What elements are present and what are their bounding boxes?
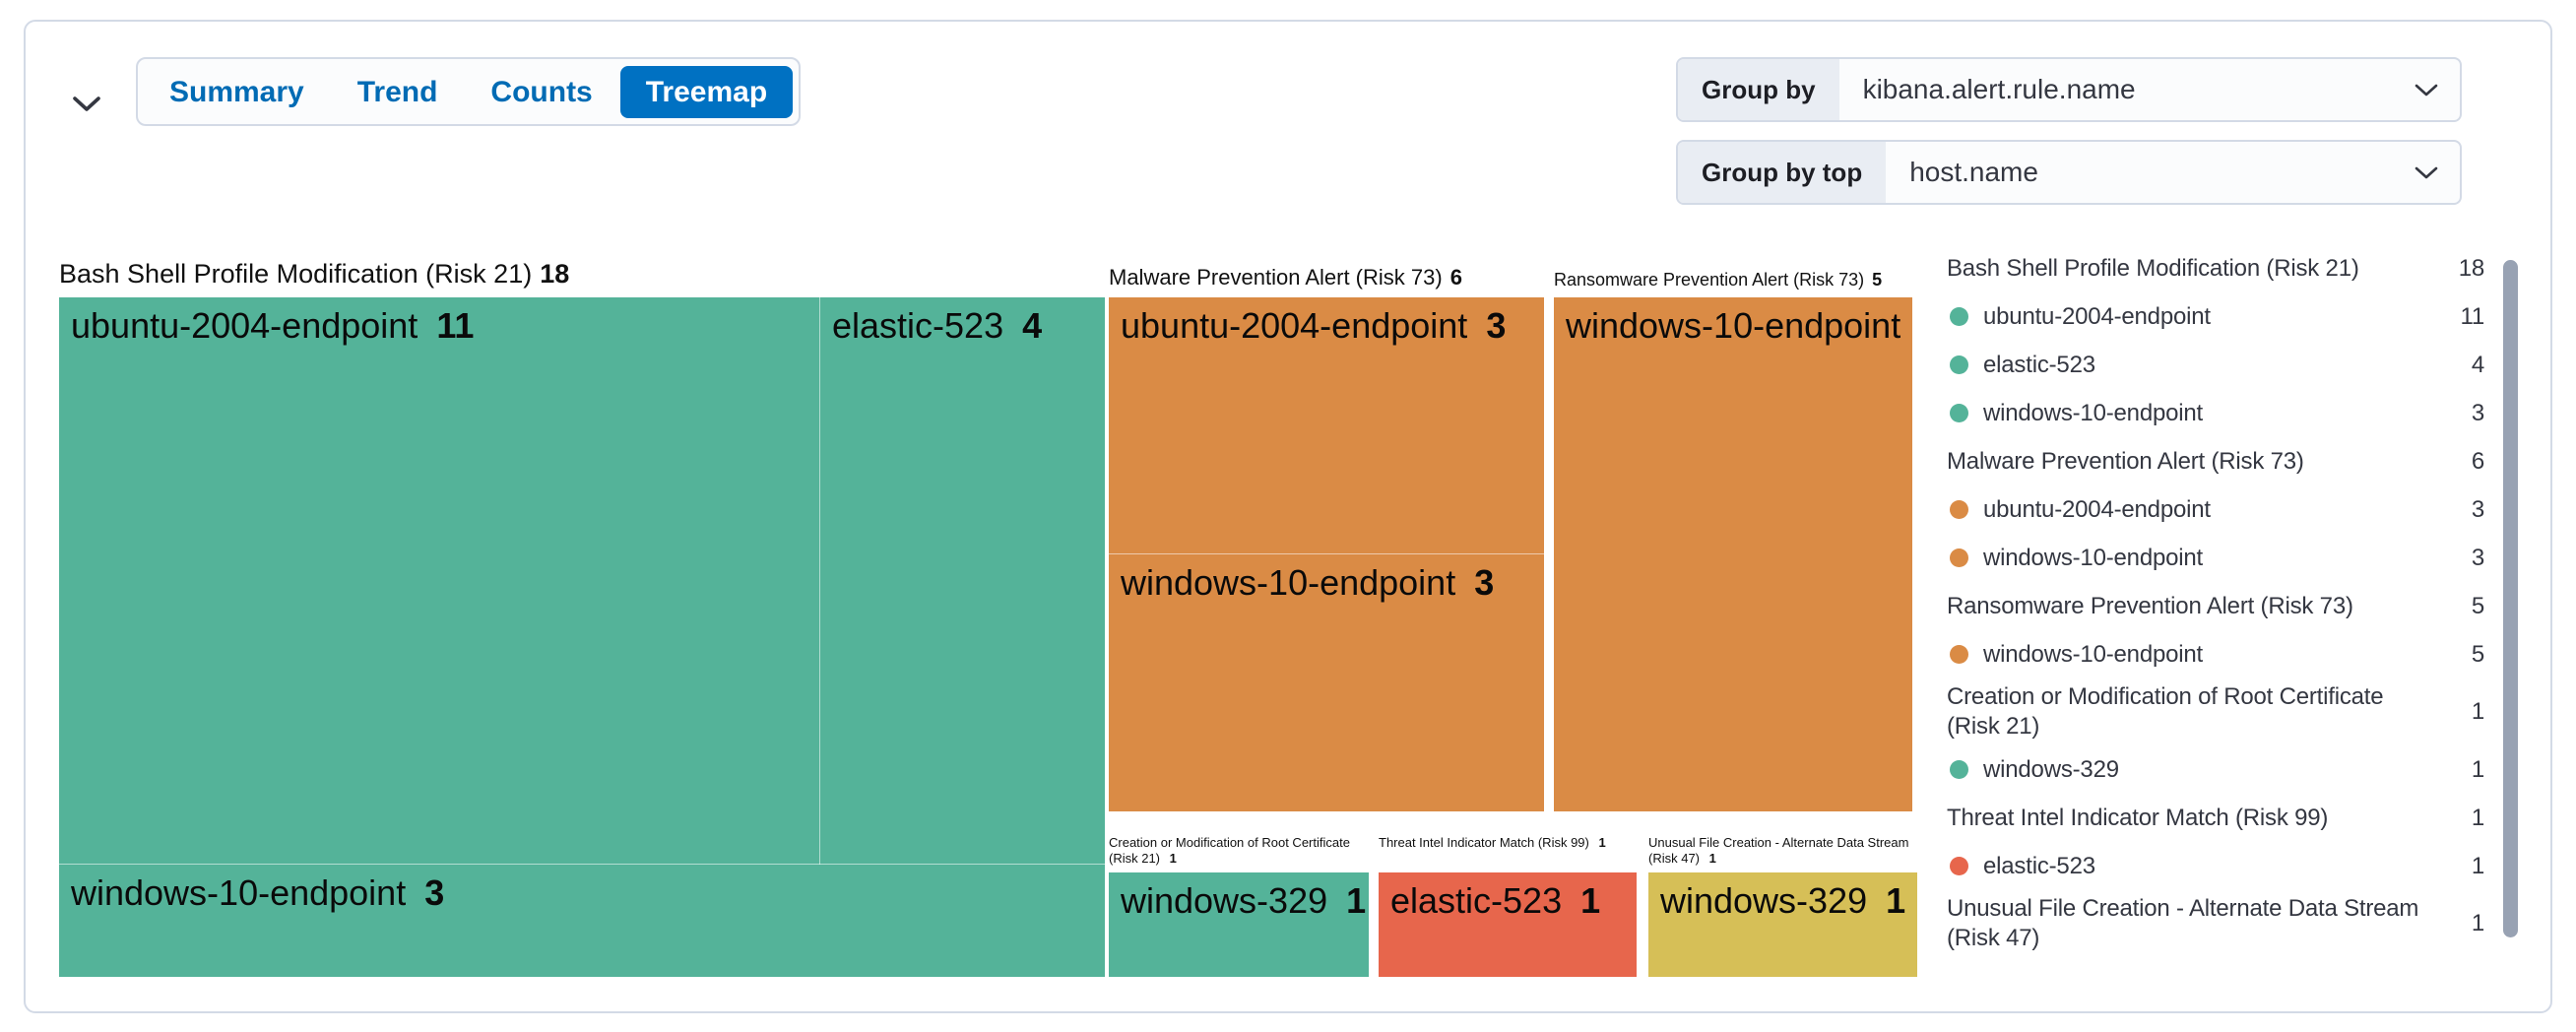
tab-treemap[interactable]: Treemap bbox=[619, 65, 794, 118]
legend-color-dot bbox=[1950, 857, 1968, 875]
group-by-label: Group by bbox=[1678, 59, 1839, 120]
legend-value: 5 bbox=[2471, 592, 2484, 619]
treemap-tile[interactable]: elastic-523 1 bbox=[1378, 871, 1638, 978]
legend-item-row[interactable]: ubuntu-2004-endpoint 11 bbox=[1947, 292, 2520, 341]
treemap-group-header: Unusual File Creation - Alternate Data S… bbox=[1648, 835, 1909, 866]
treemap-chart: Bash Shell Profile Modification (Risk 21… bbox=[58, 250, 1932, 978]
legend-value: 1 bbox=[2471, 698, 2484, 725]
treemap-tile[interactable]: windows-10-endpoint 3 bbox=[58, 864, 1106, 978]
alerts-panel: Summary Trend Counts Treemap Group by ki… bbox=[24, 20, 2552, 1013]
legend-color-dot bbox=[1950, 404, 1968, 422]
treemap-group-header: Ransomware Prevention Alert (Risk 73) 5 bbox=[1554, 269, 1883, 290]
legend-label: windows-10-endpoint bbox=[1983, 399, 2204, 426]
chevron-down-icon bbox=[72, 95, 101, 115]
treemap-tile[interactable]: ubuntu-2004-endpoint 3 bbox=[1108, 296, 1545, 555]
group-by-top-select[interactable]: Group by top host.name bbox=[1676, 140, 2462, 205]
legend-label: elastic-523 bbox=[1983, 351, 2095, 378]
tab-counts[interactable]: Counts bbox=[465, 66, 617, 118]
legend-value: 1 bbox=[2471, 852, 2484, 879]
view-mode-tab-group: Summary Trend Counts Treemap bbox=[136, 57, 802, 126]
treemap-group-header: Malware Prevention Alert (Risk 73) 6 bbox=[1109, 265, 1462, 290]
legend-label: Creation or Modification of Root Certifi… bbox=[1947, 683, 2384, 740]
legend-label: Bash Shell Profile Modification (Risk 21… bbox=[1947, 254, 2359, 282]
group-by-top-label: Group by top bbox=[1678, 142, 1887, 203]
legend-group-row[interactable]: Malware Prevention Alert (Risk 73) 6 bbox=[1947, 437, 2520, 485]
chevron-down-icon bbox=[2415, 59, 2460, 120]
legend-scrollbar-thumb[interactable] bbox=[2503, 260, 2518, 937]
legend-item-row[interactable]: windows-10-endpoint 5 bbox=[1947, 630, 2520, 678]
group-by-top-value: host.name bbox=[1909, 157, 2038, 187]
group-by-select[interactable]: Group by kibana.alert.rule.name bbox=[1676, 57, 2462, 122]
legend-label: Malware Prevention Alert (Risk 73) bbox=[1947, 447, 2304, 475]
legend-color-dot bbox=[1950, 548, 1968, 567]
legend-value: 5 bbox=[2471, 640, 2484, 668]
legend-item-row[interactable]: windows-329 1 bbox=[1947, 745, 2520, 794]
legend-group-row[interactable]: Ransomware Prevention Alert (Risk 73) 5 bbox=[1947, 582, 2520, 630]
legend-group-row[interactable]: Unusual File Creation - Alternate Data S… bbox=[1947, 890, 2520, 957]
legend-value: 4 bbox=[2471, 351, 2484, 378]
legend-value: 3 bbox=[2471, 495, 2484, 523]
legend-color-dot bbox=[1950, 500, 1968, 519]
legend-item-row[interactable]: ubuntu-2004-endpoint 3 bbox=[1947, 485, 2520, 534]
treemap-tile[interactable]: elastic-523 4 bbox=[819, 296, 1106, 866]
legend-value: 6 bbox=[2471, 447, 2484, 475]
legend-color-dot bbox=[1950, 355, 1968, 374]
treemap-group-header: Bash Shell Profile Modification (Risk 21… bbox=[59, 259, 570, 290]
legend-value: 1 bbox=[2471, 755, 2484, 783]
legend-value: 18 bbox=[2458, 254, 2484, 282]
tab-summary[interactable]: Summary bbox=[144, 66, 330, 118]
legend-color-dot bbox=[1950, 307, 1968, 326]
treemap-tile[interactable]: ubuntu-2004-endpoint 11 bbox=[58, 296, 821, 866]
treemap-tile[interactable]: windows-10-endpoint 5 bbox=[1553, 296, 1913, 812]
chevron-down-icon bbox=[2415, 142, 2460, 203]
legend-item-row[interactable]: windows-10-endpoint 3 bbox=[1947, 534, 2520, 582]
legend-value: 3 bbox=[2471, 399, 2484, 426]
legend-label: windows-10-endpoint bbox=[1983, 544, 2204, 571]
legend-label: ubuntu-2004-endpoint bbox=[1983, 495, 2211, 523]
legend-value: 3 bbox=[2471, 544, 2484, 571]
legend-label: Unusual File Creation - Alternate Data S… bbox=[1947, 895, 2419, 951]
legend-group-row[interactable]: Creation or Modification of Root Certifi… bbox=[1947, 678, 2520, 745]
legend-group-row[interactable]: Bash Shell Profile Modification (Risk 21… bbox=[1947, 244, 2520, 292]
legend-label: windows-10-endpoint bbox=[1983, 640, 2204, 668]
treemap-tile[interactable]: windows-329 1 bbox=[1647, 871, 1918, 978]
legend-item-row[interactable]: elastic-523 4 bbox=[1947, 341, 2520, 389]
group-by-value: kibana.alert.rule.name bbox=[1862, 74, 2136, 104]
legend-color-dot bbox=[1950, 760, 1968, 779]
legend-value: 11 bbox=[2460, 302, 2484, 330]
legend-value: 1 bbox=[2471, 910, 2484, 936]
legend-color-dot bbox=[1950, 645, 1968, 664]
treemap-group-header: Creation or Modification of Root Certifi… bbox=[1109, 835, 1350, 866]
legend-label: Threat Intel Indicator Match (Risk 99) bbox=[1947, 804, 2329, 831]
treemap-legend: Bash Shell Profile Modification (Risk 21… bbox=[1947, 244, 2520, 957]
legend-label: ubuntu-2004-endpoint bbox=[1983, 302, 2211, 330]
treemap-tile[interactable]: windows-329 1 bbox=[1108, 871, 1370, 978]
legend-label: windows-329 bbox=[1983, 755, 2119, 783]
collapse-panel-button[interactable] bbox=[65, 87, 108, 122]
treemap-tile[interactable]: windows-10-endpoint 3 bbox=[1108, 553, 1545, 812]
legend-group-row[interactable]: Threat Intel Indicator Match (Risk 99) 1 bbox=[1947, 794, 2520, 842]
legend-label: Ransomware Prevention Alert (Risk 73) bbox=[1947, 592, 2353, 619]
legend-item-row[interactable]: elastic-523 1 bbox=[1947, 842, 2520, 890]
legend-label: elastic-523 bbox=[1983, 852, 2095, 879]
legend-item-row[interactable]: windows-10-endpoint 3 bbox=[1947, 389, 2520, 437]
treemap-group-header: Threat Intel Indicator Match (Risk 99) 1 bbox=[1379, 835, 1606, 851]
legend-value: 1 bbox=[2471, 804, 2484, 831]
tab-trend[interactable]: Trend bbox=[332, 66, 464, 118]
